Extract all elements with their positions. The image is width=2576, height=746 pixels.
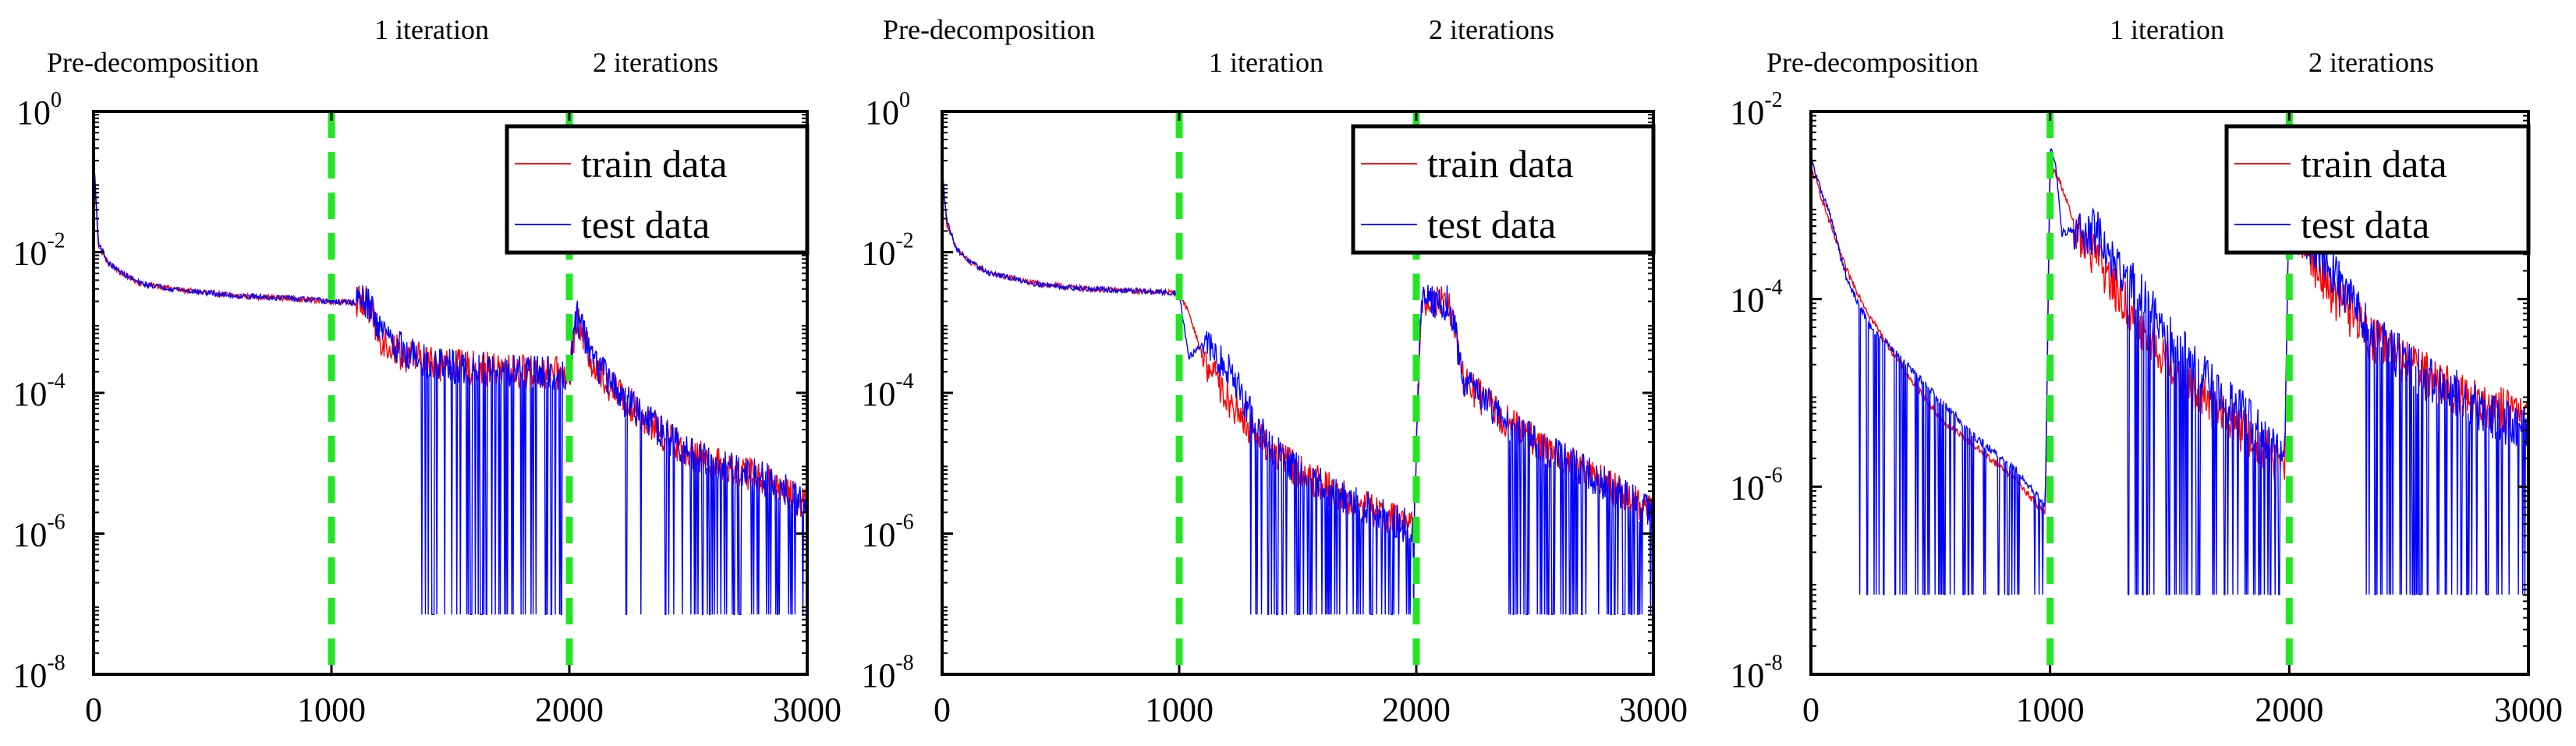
x-tick-label: 2000: [535, 691, 604, 729]
y-tick-label: 10-8: [861, 651, 913, 695]
x-tick-label: 3000: [773, 691, 842, 729]
y-tick-label: 100: [16, 88, 62, 132]
series-line-test: [1811, 148, 2528, 596]
y-tick-label: 10-4: [1730, 276, 1782, 320]
stage-annotation-2: 1 iteration: [1209, 47, 1323, 78]
stage-annotation-3: 2 iterations: [1429, 14, 1554, 45]
plot-area: [94, 152, 807, 615]
y-tick-label: 10-8: [1730, 651, 1782, 695]
series-line-test: [942, 166, 1653, 615]
y-tick-label: 10-2: [861, 229, 913, 273]
legend: train data test data: [2224, 124, 2531, 255]
legend-box: [1351, 124, 1656, 255]
x-tick-label: 2000: [1382, 691, 1451, 729]
legend-box: [505, 124, 810, 255]
stage-annotation-3: 2 iterations: [593, 47, 718, 78]
x-tick-label: 0: [85, 691, 102, 729]
x-tick-label: 3000: [1619, 691, 1688, 729]
stage-annotation-1: Pre-decomposition: [883, 14, 1095, 45]
series-line-test: [94, 152, 807, 615]
chart-panel-1: 0 1000 2000 3000 10-8 10-6 10-4 10-2 100 Pre-deco…: [12, 14, 842, 729]
legend: train data test data: [505, 124, 810, 255]
x-tick-label: 3000: [2494, 691, 2563, 729]
stage-annotation-1: Pre-decomposition: [1766, 47, 1979, 78]
chart-panel-2: 0 1000 2000 3000 10-8 10-6 10-4 10-2 100 Pre-deco…: [861, 14, 1688, 729]
chart-panel-3: 0 1000 2000 3000 10-8 10-6 10-4 10-2 Pre-decompo…: [1730, 14, 2563, 729]
y-tick-label: 10-4: [12, 369, 65, 413]
legend-label-test: test data: [1427, 203, 1556, 246]
x-tick-label: 1000: [2016, 691, 2085, 729]
y-tick-label: 10-6: [1730, 463, 1782, 507]
legend-box: [2224, 124, 2531, 255]
legend-label-train: train data: [1427, 142, 1573, 186]
y-tick-label: 10-2: [1730, 88, 1782, 132]
x-tick-label: 0: [934, 691, 951, 729]
legend: train data test data: [1351, 124, 1656, 255]
x-tick-label: 0: [1802, 691, 1819, 729]
legend-label-test: test data: [581, 203, 710, 246]
stage-annotation-3: 2 iterations: [2308, 47, 2434, 78]
y-tick-label: 10-8: [12, 651, 65, 695]
x-tick-label: 2000: [2255, 691, 2323, 729]
y-tick-label: 10-2: [12, 229, 65, 273]
plot-area: [942, 166, 1653, 615]
y-tick-label: 10-6: [861, 511, 913, 554]
legend-label-test: test data: [2301, 203, 2429, 246]
y-tick-label: 10-6: [12, 511, 65, 554]
y-tick-label: 10-4: [861, 369, 913, 413]
series-line-train: [942, 173, 1653, 546]
x-tick-label: 1000: [297, 691, 366, 729]
y-tick-label: 100: [865, 88, 910, 132]
stage-annotation-1: Pre-decomposition: [47, 47, 259, 78]
legend-label-train: train data: [581, 142, 727, 186]
plot-area: [1811, 148, 2528, 596]
stage-annotation-2: 1 iteration: [2110, 14, 2224, 45]
stage-annotation-2: 1 iteration: [374, 14, 489, 45]
axes-box: [1809, 110, 2530, 676]
legend-label-train: train data: [2301, 142, 2447, 186]
x-tick-label: 1000: [1145, 691, 1214, 729]
